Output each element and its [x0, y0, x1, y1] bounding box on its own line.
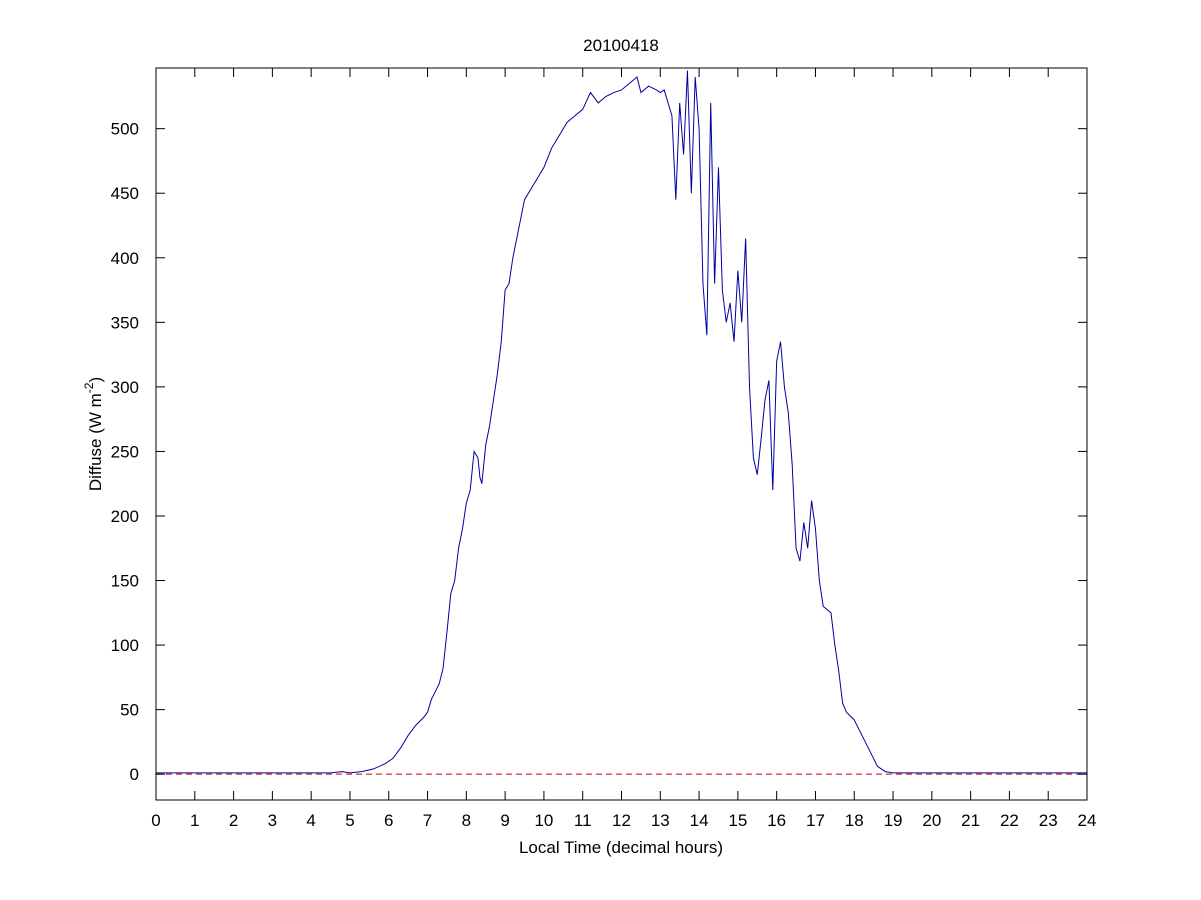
x-tick-label: 7	[423, 811, 432, 830]
x-tick-label: 12	[612, 811, 631, 830]
x-tick-label: 15	[728, 811, 747, 830]
x-tick-label: 19	[884, 811, 903, 830]
x-tick-label: 0	[151, 811, 160, 830]
x-tick-label: 16	[767, 811, 786, 830]
y-tick-label: 100	[111, 636, 139, 655]
x-tick-label: 21	[961, 811, 980, 830]
y-tick-label: 300	[111, 378, 139, 397]
x-tick-label: 18	[845, 811, 864, 830]
x-tick-label: 11	[574, 811, 592, 830]
x-tick-label: 22	[1000, 811, 1019, 830]
x-tick-label: 23	[1039, 811, 1058, 830]
x-tick-label: 8	[462, 811, 471, 830]
x-tick-label: 6	[384, 811, 393, 830]
x-tick-label: 1	[190, 811, 199, 830]
y-tick-label: 50	[120, 701, 139, 720]
x-tick-label: 3	[268, 811, 277, 830]
y-tick-label: 150	[111, 572, 139, 591]
y-label-suffix: )	[86, 377, 105, 383]
x-tick-label: 17	[806, 811, 825, 830]
x-tick-label: 9	[500, 811, 509, 830]
y-tick-label: 500	[111, 120, 139, 139]
y-tick-label: 350	[111, 313, 139, 332]
data-line	[156, 70, 1087, 774]
x-tick-label: 5	[345, 811, 354, 830]
x-tick-label: 13	[651, 811, 670, 830]
y-tick-label: 200	[111, 507, 139, 526]
y-tick-label: 250	[111, 442, 139, 461]
y-axis-label: Diffuse (W m-2)	[82, 377, 105, 491]
y-tick-label: 450	[111, 184, 139, 203]
x-tick-label: 10	[534, 811, 553, 830]
x-tick-label: 20	[922, 811, 941, 830]
chart-title: 20100418	[583, 36, 659, 55]
y-label-superscript: -2	[82, 382, 96, 393]
x-tick-label: 14	[690, 811, 709, 830]
x-axis-label: Local Time (decimal hours)	[519, 838, 723, 857]
y-tick-label: 400	[111, 249, 139, 268]
x-tick-label: 24	[1078, 811, 1097, 830]
y-tick-label: 0	[130, 765, 139, 784]
x-tick-label: 2	[229, 811, 238, 830]
y-label-text: Diffuse (W m	[86, 393, 105, 491]
x-tick-label: 4	[306, 811, 315, 830]
